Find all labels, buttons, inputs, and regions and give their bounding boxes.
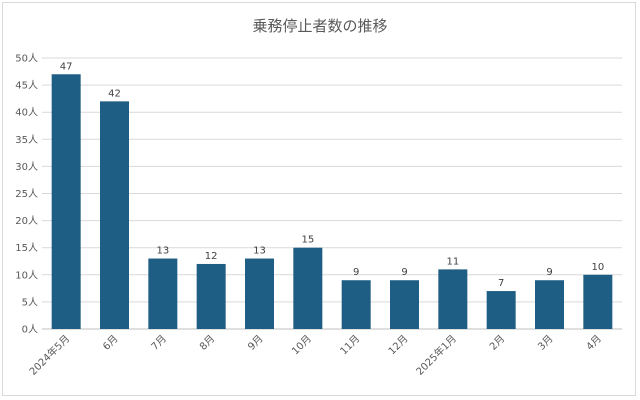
x-axis-ticks: 2024年5月 6月 7月 8月 9月 10月 11月 12月 2025年1月 2月 3月 4月 xyxy=(26,332,603,378)
chart-title: 乗務停止者数の推移 xyxy=(252,17,387,35)
y-tick-label: 40人 xyxy=(15,107,38,119)
x-tick-label: 12月 xyxy=(386,333,411,358)
data-label: 13 xyxy=(253,246,266,257)
gridlines xyxy=(42,57,622,330)
data-label: 9 xyxy=(401,267,407,278)
data-labels: 47 42 13 12 13 15 9 9 11 7 9 10 xyxy=(60,61,604,289)
x-tick-label: 11月 xyxy=(338,333,363,358)
data-label: 47 xyxy=(60,61,73,72)
x-tick-label: 4月 xyxy=(584,333,604,353)
data-label: 11 xyxy=(446,256,459,267)
x-tick-label: 3月 xyxy=(536,333,556,353)
data-label: 9 xyxy=(353,267,359,278)
x-tick-label: 2024年5月 xyxy=(26,332,72,378)
bar xyxy=(51,74,81,329)
y-axis-ticks: 0人 5人 10人 15人 20人 25人 30人 35人 40人 45人 50人 xyxy=(15,53,38,336)
x-tick-label: 7月 xyxy=(149,333,169,353)
bar xyxy=(148,258,178,329)
bar xyxy=(535,280,564,329)
x-tick-label: 2月 xyxy=(487,333,507,353)
bar xyxy=(196,263,226,329)
bar xyxy=(390,280,419,329)
bar xyxy=(341,280,371,329)
bar xyxy=(293,247,323,329)
bar xyxy=(245,258,274,329)
y-tick-label: 10人 xyxy=(15,269,38,281)
bar xyxy=(100,101,129,329)
y-tick-label: 15人 xyxy=(15,242,38,254)
x-tick-label: 8月 xyxy=(197,333,217,353)
y-tick-label: 50人 xyxy=(15,53,38,65)
data-label: 15 xyxy=(301,235,314,246)
data-label: 12 xyxy=(205,251,218,262)
x-tick-label: 10月 xyxy=(289,333,314,358)
y-tick-label: 35人 xyxy=(15,134,38,146)
data-label: 9 xyxy=(546,267,552,278)
y-tick-label: 30人 xyxy=(15,161,38,173)
bar xyxy=(486,291,516,329)
bar xyxy=(583,274,613,329)
x-tick-label: 2025年1月 xyxy=(413,332,459,378)
y-tick-label: 5人 xyxy=(22,296,38,308)
y-tick-label: 0人 xyxy=(22,324,38,336)
data-label: 10 xyxy=(591,262,604,273)
y-tick-label: 20人 xyxy=(15,215,38,227)
data-label: 13 xyxy=(156,246,169,257)
data-label: 7 xyxy=(498,278,504,289)
bars xyxy=(51,74,613,329)
y-tick-label: 25人 xyxy=(15,188,38,200)
bar xyxy=(438,269,468,329)
data-label: 42 xyxy=(108,88,121,99)
x-tick-label: 6月 xyxy=(101,333,121,353)
x-tick-label: 9月 xyxy=(246,333,266,353)
y-tick-label: 45人 xyxy=(15,80,38,92)
